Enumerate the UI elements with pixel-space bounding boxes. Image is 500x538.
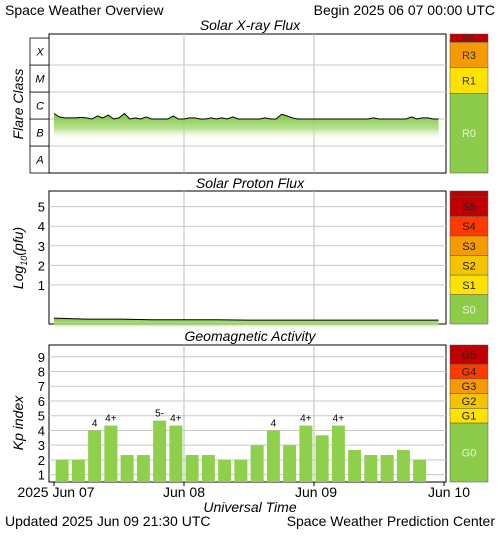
xray-scale-R1 [449,67,489,94]
kp-bar [55,459,69,482]
proton-scale-label-S3: S3 [462,241,475,253]
page-title: Space Weather Overview [5,2,164,18]
x-tick-label-jun07: 2025 Jun 07 [17,484,94,500]
proton-y-tick-3: 3 [38,239,45,254]
kp-bar-label: 4+ [333,414,345,425]
proton-scale-S0 [449,294,489,325]
x-tick-label-jun08: Jun 08 [163,484,205,500]
geomag-ylabel: Kp index [10,395,26,450]
kp-bar [266,430,280,482]
begin-time: Begin 2025 06 07 00:00 UTC [314,2,495,18]
kp-bar [348,450,362,482]
xray-scale-label-R3: R3 [462,50,476,62]
xray-class-label-M: M [35,74,45,86]
kp-bar [250,445,264,482]
kp-bar [88,430,102,482]
proton-scale-label-S5: S5 [462,202,475,214]
kp-scale-label-G0: G0 [462,448,477,460]
kp-bar-label: 4+ [170,414,182,425]
kp-scale-label-G2: G2 [462,396,477,408]
kp-bar [299,425,313,482]
kp-bar [364,455,378,482]
kp-bar [283,445,297,482]
xray-class-label-C: C [36,101,44,113]
xray-flux-area [54,113,439,141]
kp-y-tick-9: 9 [38,350,45,365]
kp-bar [104,425,118,482]
kp-bar [71,459,85,482]
geomag-title: Geomagnetic Activity [185,328,317,344]
xray-flux-line [53,112,439,120]
proton-title: Solar Proton Flux [196,175,305,191]
kp-bar-label: 4+ [300,414,312,425]
kp-bar [234,459,248,482]
proton-y-tick-5: 5 [38,200,45,215]
kp-scale-G0 [449,422,489,483]
kp-scale-label-G5: G5 [462,350,477,362]
kp-y-tick-7: 7 [38,379,45,394]
xray-class-box [29,37,50,66]
proton-scale-label-S4: S4 [462,221,475,233]
center-name: Space Weather Prediction Center [287,513,496,529]
kp-bar [331,425,345,482]
kp-bar [201,455,215,482]
kp-bar-label: 5- [155,409,164,420]
kp-y-tick-4: 4 [38,423,45,438]
kp-y-tick-6: 6 [38,394,45,409]
kp-bar [169,425,183,482]
kp-bar [413,459,427,482]
xray-class-label-B: B [36,128,43,140]
proton-ylabel: Log10(pfu) [10,227,29,289]
kp-y-tick-1: 1 [38,468,45,483]
xray-class-label-X: X [35,47,44,59]
proton-y-tick-1: 1 [38,278,45,293]
proton-scale-label-S1: S1 [462,280,475,292]
kp-bar [218,459,232,482]
updated-time: Updated 2025 Jun 09 21:30 UTC [5,513,210,529]
kp-bar-label: 4 [271,418,277,429]
kp-bar-label: 4 [92,418,98,429]
kp-bar [380,455,394,482]
x-tick-label-jun10: Jun 10 [428,484,470,500]
xray-scale-label-R1: R1 [462,75,476,87]
x-axis-label: Universal Time [203,499,296,515]
xray-ylabel: Flare Class [10,69,26,140]
x-tick-label-jun09: Jun 09 [295,484,337,500]
proton-y-tick-2: 2 [38,258,45,273]
proton-scale-label-S0: S0 [462,304,475,316]
xray-scale-R3 [449,41,489,68]
kp-bar [120,455,134,482]
xray-plot-area [48,33,447,174]
kp-y-tick-2: 2 [38,453,45,468]
kp-y-tick-3: 3 [38,438,45,453]
proton-flux-area [54,318,439,330]
kp-bar [315,435,329,482]
proton-scale-label-S2: S2 [462,260,475,272]
xray-class-label-A: A [35,155,43,167]
kp-bar [396,450,410,482]
kp-bar [185,455,199,482]
kp-bar [136,455,150,482]
proton-plot-area [48,190,447,325]
kp-scale-label-G4: G4 [462,367,477,379]
kp-scale-label-G3: G3 [462,381,477,393]
xray-scale-label-R0: R0 [462,128,476,140]
kp-bar-label: 4+ [105,414,117,425]
xray-title: Solar X-ray Flux [200,17,301,33]
kp-scale-label-G1: G1 [462,411,477,423]
kp-y-tick-5: 5 [38,409,45,424]
proton-scale-top [449,190,489,198]
kp-bar [153,420,167,482]
xray-scale-R0 [449,93,489,174]
proton-y-tick-4: 4 [38,219,45,234]
proton-flux-line [53,317,439,321]
kp-y-tick-8: 8 [38,365,45,380]
